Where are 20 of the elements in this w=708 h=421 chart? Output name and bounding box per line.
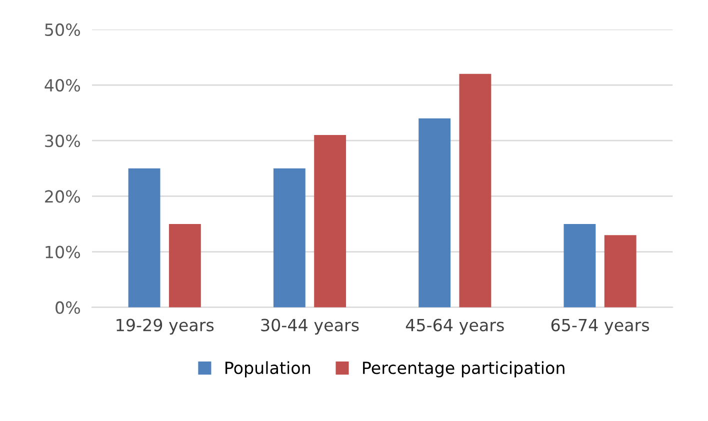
legend-label: Percentage participation bbox=[363, 361, 564, 378]
y-tick-label: 50% bbox=[45, 23, 80, 36]
y-tick-label: 0% bbox=[56, 301, 80, 314]
bar bbox=[604, 235, 636, 308]
y-tick-label: 40% bbox=[44, 79, 80, 92]
bar bbox=[459, 74, 492, 308]
x-tick-label: 45-64 years bbox=[406, 318, 504, 335]
x-tick-label: 30-44 years bbox=[261, 318, 359, 335]
bar bbox=[564, 224, 596, 308]
bar bbox=[168, 224, 201, 308]
bar bbox=[418, 118, 451, 308]
bar bbox=[273, 168, 306, 308]
y-tick-label: 30% bbox=[45, 134, 80, 148]
y-tick-label: 20% bbox=[45, 190, 80, 203]
legend-label: Population bbox=[225, 361, 310, 378]
x-tick-label: 65-74 years bbox=[551, 318, 650, 335]
bar bbox=[314, 135, 346, 308]
x-tick-label: 19-29 years bbox=[116, 318, 214, 335]
bar bbox=[128, 168, 160, 308]
y-tick-label: 10% bbox=[46, 246, 80, 258]
